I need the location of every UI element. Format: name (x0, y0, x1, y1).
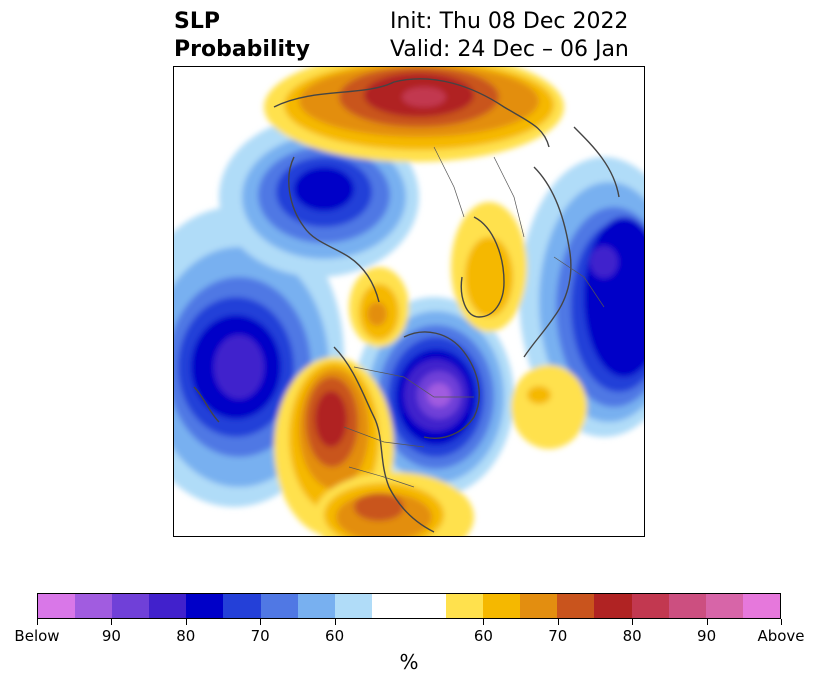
colorbar-segment (520, 594, 558, 618)
colorbar-segment (371, 594, 409, 618)
colorbar-segment (483, 594, 521, 618)
probability-map-svg (174, 67, 644, 536)
title-product: Probability (174, 37, 310, 62)
colorbar-tick-label: 90 (101, 627, 121, 645)
colorbar-tick-label: 80 (622, 627, 642, 645)
country-borders (343, 146, 605, 488)
anomaly-atlantic-65 (527, 386, 551, 404)
anomaly-alaska-70 (367, 302, 387, 326)
colorbar-tick-label: 70 (250, 627, 270, 645)
colorbar-tick (781, 619, 782, 625)
init-date: Init: Thu 08 Dec 2022 (390, 9, 629, 34)
colorbar-tick (37, 619, 38, 625)
anomaly-gulf-75 (354, 493, 404, 521)
title-variable: SLP (174, 9, 220, 34)
colorbar-tick-label: 60 (473, 627, 493, 645)
anomaly-pacific-85 (214, 335, 264, 399)
colorbar-segment (705, 594, 743, 618)
anomaly-siberia-80 (294, 167, 354, 211)
anomaly-arctic-85 (402, 87, 446, 107)
colorbar-tick (632, 619, 634, 625)
colorbar-tick (557, 619, 559, 625)
coastlines (193, 78, 620, 533)
colorbar-segment (38, 594, 76, 618)
colorbar-segment (631, 594, 669, 618)
colorbar-tick-label: Below (14, 627, 60, 645)
colorbar-tick (185, 619, 187, 625)
colorbar-tick (260, 619, 262, 625)
colorbar-segment (297, 594, 335, 618)
colorbar-segment (112, 594, 150, 618)
colorbar-tick-label: 60 (325, 627, 345, 645)
colorbar-tick (483, 619, 485, 625)
colorbar (37, 593, 781, 619)
colorbar-segment (742, 594, 780, 618)
colorbar-segment (149, 594, 187, 618)
colorbar-tick (334, 619, 336, 625)
colorbar-segment (75, 594, 113, 618)
anomaly-greenland-65 (465, 237, 513, 317)
map-title-right: Init: Thu 08 Dec 2022 Valid: 24 Dec – 06… (390, 8, 629, 64)
colorbar-tick-label: 90 (697, 627, 717, 645)
colorbar-segment (408, 594, 447, 618)
colorbar-tick (111, 619, 113, 625)
colorbar-segment (668, 594, 706, 618)
colorbar-segment (186, 594, 224, 618)
colorbar-segment (223, 594, 261, 618)
colorbar-segment (334, 594, 372, 618)
anomaly-atlantic-60 (511, 365, 587, 449)
colorbar-tick (706, 619, 708, 625)
colorbar-tick-label: 70 (548, 627, 568, 645)
colorbar-tick-label: 80 (176, 627, 196, 645)
colorbar-tick-label: Above (757, 627, 805, 645)
colorbar-segment (260, 594, 298, 618)
colorbar-segment (557, 594, 595, 618)
anomaly-canada-95 (427, 383, 451, 407)
anomaly-europe-85 (590, 246, 618, 278)
colorbar-unit: % (399, 650, 419, 674)
colorbar-segment (594, 594, 632, 618)
polar-map (173, 66, 645, 537)
anomaly-wna-80 (315, 391, 347, 447)
colorbar-segment (446, 594, 484, 618)
valid-range: Valid: 24 Dec – 06 Jan (390, 37, 629, 62)
map-title-left: SLP Probability (174, 8, 310, 64)
